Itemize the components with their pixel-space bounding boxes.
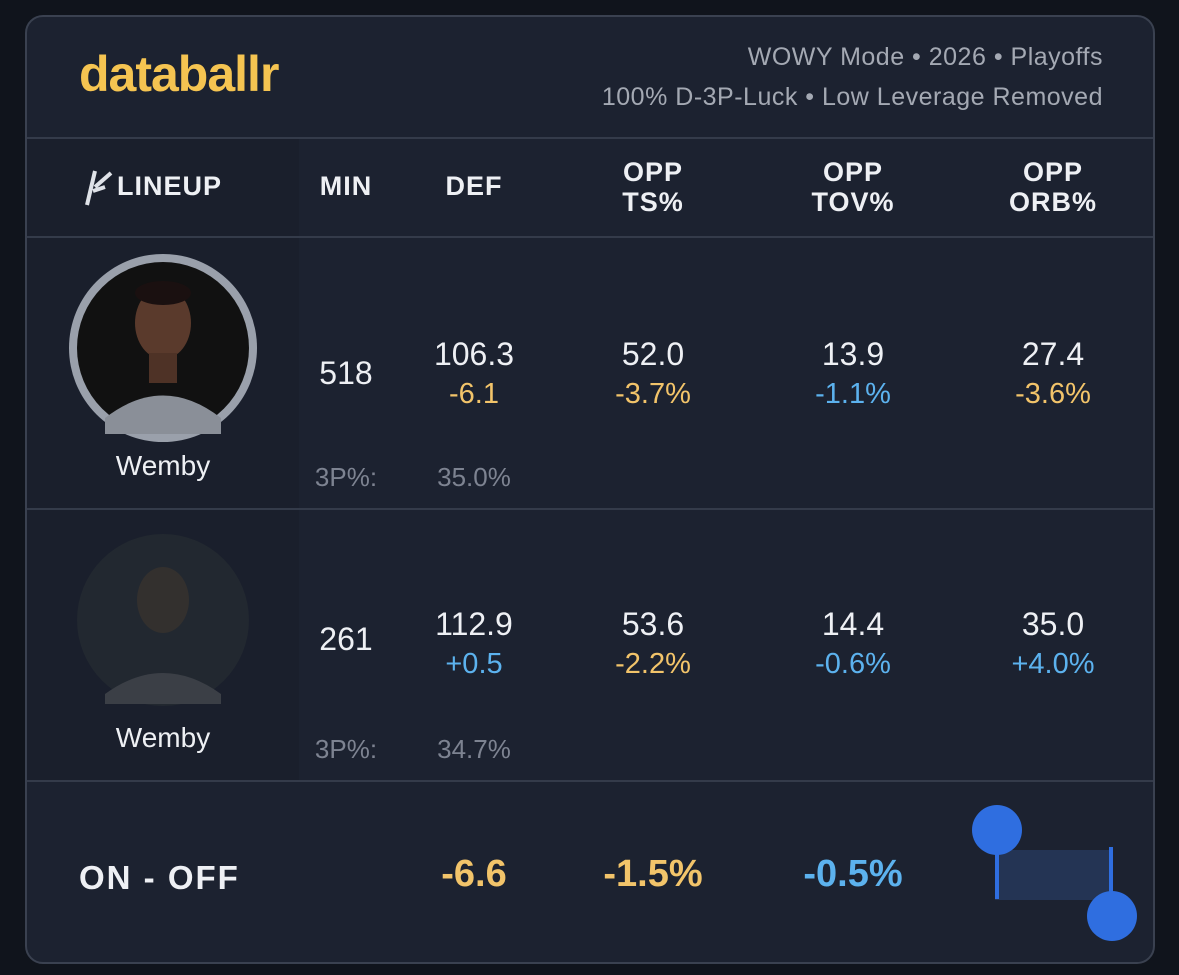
- on-off-value: -6.6: [441, 853, 507, 895]
- divider: [27, 508, 1153, 510]
- stat-change: -6.1: [449, 378, 499, 410]
- stat-value: 52.0: [621, 336, 685, 372]
- mode-info: WOWY Mode • 2026 • Playoffs: [747, 43, 1103, 71]
- three-pt-label: 3P%:: [314, 734, 378, 764]
- three-pt-label: 3P%:: [314, 462, 378, 492]
- column-header: ORB%: [1008, 187, 1098, 217]
- selection-handle[interactable]: [972, 805, 1022, 855]
- column-header: OPP: [822, 157, 884, 187]
- stat-change: -0.6%: [815, 648, 891, 680]
- stat-value: 106.3: [433, 336, 515, 372]
- selection-handle[interactable]: [1087, 891, 1137, 941]
- column-header: LINEUP: [117, 171, 223, 201]
- divider: [27, 236, 1153, 238]
- team-logo: [85, 170, 113, 206]
- three-pt-value: 34.7%: [437, 734, 511, 764]
- on-off-value: -1.5%: [603, 853, 703, 895]
- stat-change: +4.0%: [1011, 648, 1095, 680]
- column-header: TS%: [622, 187, 684, 217]
- stat-change: -3.6%: [1015, 378, 1091, 410]
- player-name: Wemby: [115, 722, 211, 753]
- minutes: 518: [319, 355, 373, 391]
- column-header: OPP: [622, 157, 684, 187]
- three-pt-value: 35.0%: [437, 462, 511, 492]
- on-off-value: -0.5%: [803, 853, 903, 895]
- stat-value: 14.4: [821, 606, 885, 642]
- column-header: TOV%: [811, 187, 895, 217]
- divider: [27, 137, 1153, 139]
- stat-change: +0.5: [445, 648, 503, 680]
- column-header: MIN: [319, 171, 373, 201]
- footer-label: ON - OFF: [79, 859, 240, 896]
- player-name: Wemby: [115, 450, 211, 481]
- selection-caret: [1109, 847, 1113, 911]
- logo: databallr: [79, 46, 279, 102]
- stat-change: -1.1%: [815, 378, 891, 410]
- stat-value: 13.9: [821, 336, 885, 372]
- selection-caret: [995, 837, 999, 899]
- column-header: OPP: [1022, 157, 1084, 187]
- stat-value: 27.4: [1021, 336, 1085, 372]
- minutes: 261: [319, 621, 373, 657]
- stat-value: 35.0: [1021, 606, 1085, 642]
- stat-change: -2.2%: [615, 648, 691, 680]
- stat-value: 112.9: [435, 606, 513, 642]
- card: databallr WOWY Mode • 2026 • Playoffs 10…: [25, 15, 1155, 964]
- player-photo: [69, 254, 257, 442]
- divider: [27, 780, 1153, 782]
- stat-change: -3.7%: [615, 378, 691, 410]
- mode-info: 100% D-3P-Luck • Low Leverage Removed: [601, 83, 1103, 111]
- player-photo-off: [77, 534, 249, 706]
- column-header: DEF: [445, 171, 503, 201]
- text-selection: [995, 850, 1111, 900]
- stat-value: 53.6: [621, 606, 685, 642]
